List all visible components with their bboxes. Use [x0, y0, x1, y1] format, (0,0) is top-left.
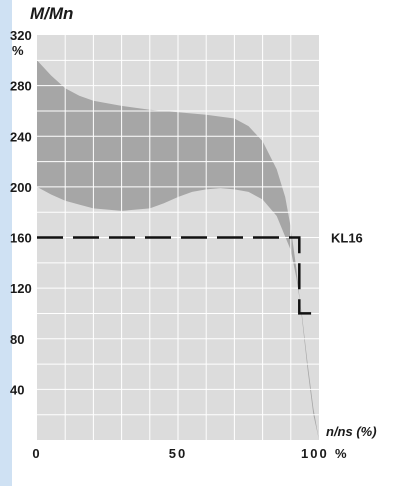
y-axis-unit: % [12, 43, 24, 58]
side-strip [0, 0, 12, 486]
y-tick-label: 320 [10, 28, 32, 43]
kl16-dashed-line [37, 236, 319, 315]
annotation-label: KL16 [331, 231, 363, 246]
torque-band-area [37, 60, 319, 441]
x-tick-label: 100 [301, 446, 329, 461]
y-tick-label: 160 [10, 231, 32, 246]
plot-layer: 40 80 120 160 200 240 280 320% M/Mn 0 50 100 % n/ns (… [10, 4, 377, 461]
y-tick-label: 40 [10, 382, 24, 397]
y-tick-label: 120 [10, 281, 32, 296]
y-tick-label: 200 [10, 180, 32, 195]
y-tick-label: 80 [10, 332, 24, 347]
x-tick-label: 0 [32, 446, 41, 461]
y-tick-label: 240 [10, 129, 32, 144]
y-tick-label: 280 [10, 79, 32, 94]
x-axis-unit: % [335, 446, 347, 461]
x-tick-label: 50 [169, 446, 187, 461]
y-axis-title: M/Mn [30, 4, 73, 23]
x-axis-title: n/ns (%) [326, 424, 377, 439]
